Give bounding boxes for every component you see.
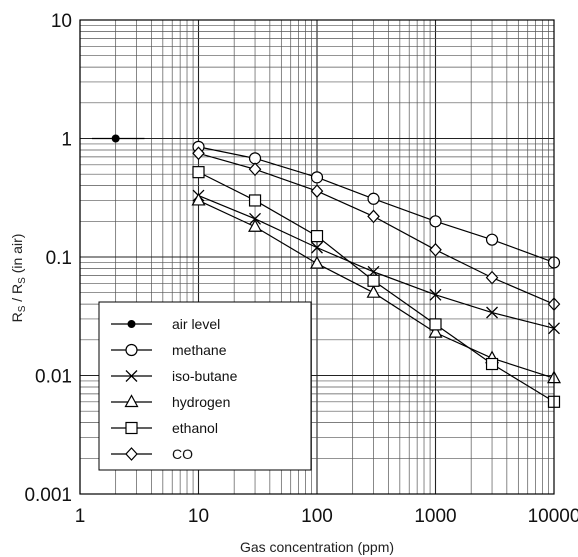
ethanol-point [192,166,205,179]
x-tick-label: 10 [188,506,209,527]
y-tick-label: 0.001 [24,485,72,506]
ethanol-point [248,194,262,207]
co-point [248,162,262,177]
legend-marker [124,394,139,408]
tick-labels: 1 10 100 1000 10000 0.001 0.01 0.1 1 10 [24,11,578,527]
co-point [367,209,380,224]
x-tick-label: 1000 [414,506,456,527]
x-tick-label: 10000 [528,506,578,527]
air-level-point [111,134,120,143]
legend-marker [125,447,138,461]
y-tick-label: 0.1 [46,248,72,269]
x-axis-label: Gas concentration (ppm) [240,539,394,555]
methane-point [485,233,499,246]
legend-item-iso-butane: iso-butane [111,368,238,384]
x-tick-label: 1 [75,506,86,527]
legend-marker [125,421,138,435]
legend: air level methane iso-butane hydrogen ethano… [98,301,312,471]
ethanol-point [485,357,499,371]
legend-label: ethanol [172,420,218,436]
methane-point [310,171,324,184]
legend-label: hydrogen [172,394,230,410]
legend-item-ethanol: ethanol [111,420,218,436]
iso-butane-point [249,212,261,225]
ethanol-point [310,230,324,243]
y-tick-label: 0.01 [35,367,72,388]
methane-point [248,152,262,165]
legend-item-co: CO [111,446,193,462]
hydrogen-point [248,218,263,232]
legend-marker [127,320,136,328]
hydrogen-point [191,192,206,206]
iso-butane-point [311,241,323,254]
legend-item-hydrogen: hydrogen [111,394,230,410]
series-methane [192,140,561,269]
methane-point [367,192,380,205]
co-point [192,146,205,161]
plot-frame [79,19,555,495]
legend-box [98,301,312,471]
y-axis-label: RS / RS (in air) [9,234,28,323]
plot-series [92,134,562,408]
legend-label: air level [172,316,220,332]
y-tick-label: 1 [61,130,72,151]
co-point [485,270,499,285]
methane-point [429,215,442,228]
legend-label: CO [172,446,193,462]
legend-item-air-level: air level [111,316,220,332]
hydrogen-point [428,324,443,338]
co-point [310,184,324,198]
hydrogen-point [309,255,325,269]
legend-item-methane: methane [111,342,227,358]
legend-label: iso-butane [172,368,238,384]
legend-marker [125,370,138,382]
iso-butane-point [486,306,498,319]
x-tick-label: 100 [301,506,333,527]
co-point [429,242,442,257]
legend-label: methane [172,342,227,358]
ethanol-point [367,274,380,287]
y-tick-label: 10 [51,11,72,32]
hydrogen-point [366,284,381,298]
legend-marker [125,343,138,357]
series-air-level [92,134,145,143]
iso-butane-point [429,288,442,301]
ethanol-point [429,318,442,331]
series-co [192,146,561,312]
